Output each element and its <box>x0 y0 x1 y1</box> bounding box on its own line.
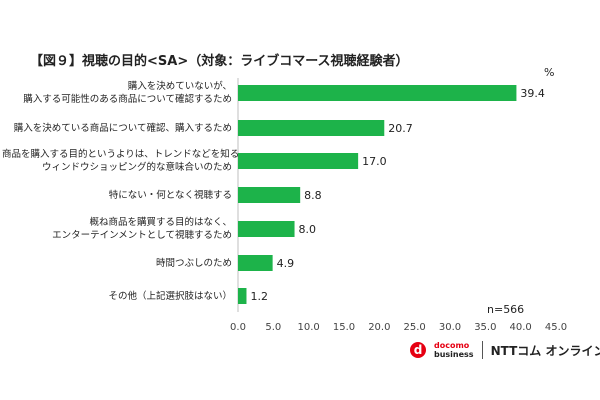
category-label-line: 購入を決めていないが、 <box>127 81 232 92</box>
category-label: 概ね商品を購買する目的はなく、エンターテインメントとして視聴するため <box>2 216 232 242</box>
footer-divider <box>481 341 483 359</box>
logo-line-docomo: docomo <box>434 341 470 350</box>
bar-value-label: 1.2 <box>250 290 267 303</box>
category-label-line: 特にない・何となく視聴する <box>108 189 232 201</box>
bar-value-label: 8.0 <box>299 223 317 236</box>
category-label-line: エンターテインメントとして視聴するため <box>52 230 232 241</box>
docomo-business-wordmark: docomo business <box>434 341 474 359</box>
bar-value-label: 39.4 <box>520 87 545 100</box>
x-tick-label: 0.0 <box>230 322 246 333</box>
bar <box>238 288 247 304</box>
docomo-logo-icon: d <box>410 342 426 358</box>
bar <box>238 153 359 169</box>
footer-branding: d docomo business NTTコム オンライン <box>410 338 600 362</box>
brand-name: NTTコム オンライン <box>490 343 600 358</box>
sample-size-label: n=566 <box>487 303 525 316</box>
x-tick-label: 15.0 <box>333 322 355 333</box>
x-tick-label: 40.0 <box>510 322 532 333</box>
x-tick-label: 45.0 <box>545 322 567 333</box>
bar-value-label: 4.9 <box>277 257 295 270</box>
bar <box>238 187 301 203</box>
x-tick-label: 25.0 <box>404 322 426 333</box>
category-label-line: 時間つぶしのため <box>155 257 232 269</box>
bar-value-label: 8.8 <box>304 189 322 202</box>
category-label: 商品を購入する目的というよりは、トレンドなどを知るウィンドウショッピング的な意味… <box>2 148 240 174</box>
unit-label: % <box>544 66 555 79</box>
category-label-line: 概ね商品を購買する目的はなく、 <box>89 217 232 228</box>
x-tick-label: 5.0 <box>265 322 281 333</box>
category-label: 購入を決めていないが、購入する可能性のある商品について確認するため <box>2 80 232 106</box>
chart-title: 【図９】視聴の目的<SA>（対象：ライブコマース視聴経験者） <box>30 54 409 69</box>
x-tick-label: 35.0 <box>474 322 496 333</box>
category-label: 時間つぶしのため <box>2 257 232 270</box>
bar-value-label: 17.0 <box>362 155 387 168</box>
x-tick-label: 20.0 <box>368 322 390 333</box>
x-tick-label: 10.0 <box>298 322 320 333</box>
bar <box>238 85 517 101</box>
category-label-line: 購入を決めている商品について確認、購入するため <box>13 122 232 134</box>
category-label: 購入を決めている商品について確認、購入するため <box>2 122 232 135</box>
bar <box>238 255 273 271</box>
category-label-line: 商品を購入する目的というよりは、トレンドなどを知る <box>2 149 240 160</box>
logo-line-business: business <box>434 350 474 359</box>
bar <box>238 221 295 237</box>
category-label: その他（上記選択肢はない） <box>2 290 232 303</box>
bar-value-label: 20.7 <box>388 122 413 135</box>
category-label-line: その他（上記選択肢はない） <box>108 290 232 302</box>
category-label: 特にない・何となく視聴する <box>2 189 232 202</box>
bar <box>238 120 385 136</box>
category-label-line: 購入する可能性のある商品について確認するため <box>23 94 232 105</box>
category-label-line: ウィンドウショッピング的な意味合いのため <box>41 162 232 173</box>
x-tick-label: 30.0 <box>439 322 461 333</box>
